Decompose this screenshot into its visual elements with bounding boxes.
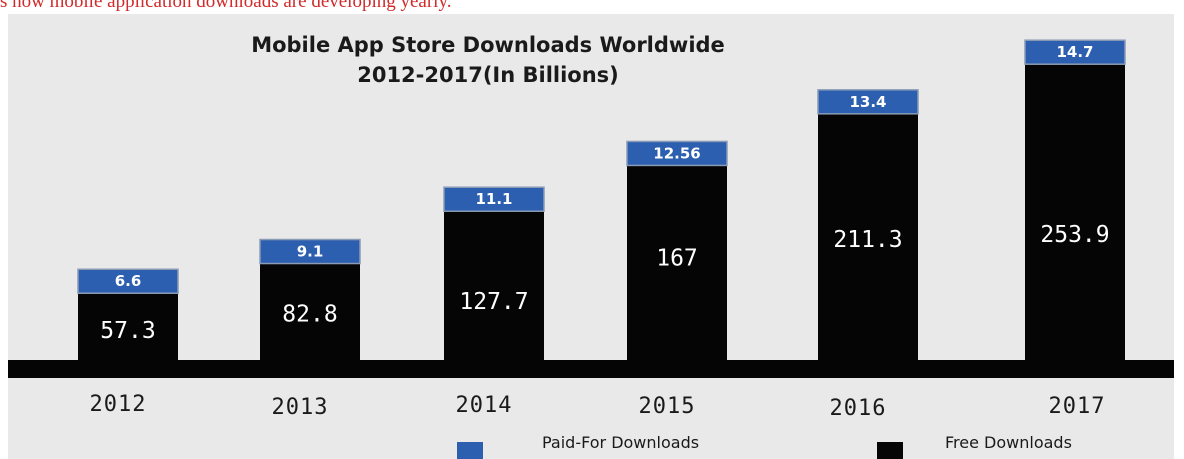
bar-chart: Mobile App Store Downloads Worldwide 201… [8, 33, 1174, 459]
bar-paid-2013 [259, 238, 361, 265]
bar-free-2012 [78, 293, 178, 362]
data-label-paid-2017: 14.7 [1056, 43, 1093, 61]
legend-label-free: Free Downloads [945, 433, 1072, 452]
baseline-bar [8, 360, 1174, 378]
document-caption-text: s how mobile application downloads are d… [0, 0, 452, 12]
data-label-free-2016: 211.3 [833, 227, 902, 253]
bar-free-2014 [444, 211, 544, 362]
x-tick-label-2014: 2014 [456, 393, 513, 418]
legend-swatch-paid [457, 442, 483, 459]
x-tick-label-2015: 2015 [639, 394, 696, 419]
data-label-free-2013: 82.8 [282, 302, 337, 328]
data-label-paid-2016: 13.4 [849, 93, 886, 111]
x-tick-label-2012: 2012 [90, 392, 147, 417]
x-tick-label-2013: 2013 [272, 395, 329, 420]
data-label-paid-2015: 12.56 [653, 144, 700, 162]
bar-paid-2017 [1024, 39, 1126, 65]
bar-paid-2015 [626, 140, 728, 167]
bar-free-2013 [260, 263, 360, 362]
legend-swatch-free [877, 442, 903, 459]
data-label-free-2012: 57.3 [100, 318, 155, 344]
data-label-paid-2012: 6.6 [115, 272, 142, 290]
bar-free-2016 [818, 113, 918, 362]
x-tick-label-2017: 2017 [1049, 394, 1106, 419]
x-axis-tick-labels: 2012 2013 2014 2015 2016 2017 [90, 392, 1106, 421]
bar-free-2015 [627, 165, 727, 362]
chart-subtitle: 2012-2017(In Billions) [357, 63, 619, 87]
x-tick-label-2016: 2016 [830, 396, 887, 421]
chart-plate: Mobile App Store Downloads Worldwide 201… [8, 14, 1174, 459]
data-label-free-2014: 127.7 [459, 289, 528, 315]
data-label-paid-2013: 9.1 [297, 243, 324, 261]
bar-paid-2012 [77, 268, 179, 294]
bars-layer: 57.3 6.6 82.8 9.1 127.7 11.1 167 12.56 211.3 13.4… [77, 39, 1126, 363]
legend: Paid-For Downloads Free Downloads [457, 433, 1072, 459]
data-label-free-2017: 253.9 [1040, 222, 1109, 248]
chart-title: Mobile App Store Downloads Worldwide [251, 33, 725, 57]
data-label-free-2015: 167 [656, 245, 698, 271]
bar-free-2017 [1025, 64, 1125, 363]
legend-label-paid: Paid-For Downloads [542, 433, 699, 452]
data-label-paid-2014: 11.1 [475, 190, 512, 208]
bar-paid-2014 [443, 186, 545, 212]
bar-paid-2016 [817, 89, 919, 115]
